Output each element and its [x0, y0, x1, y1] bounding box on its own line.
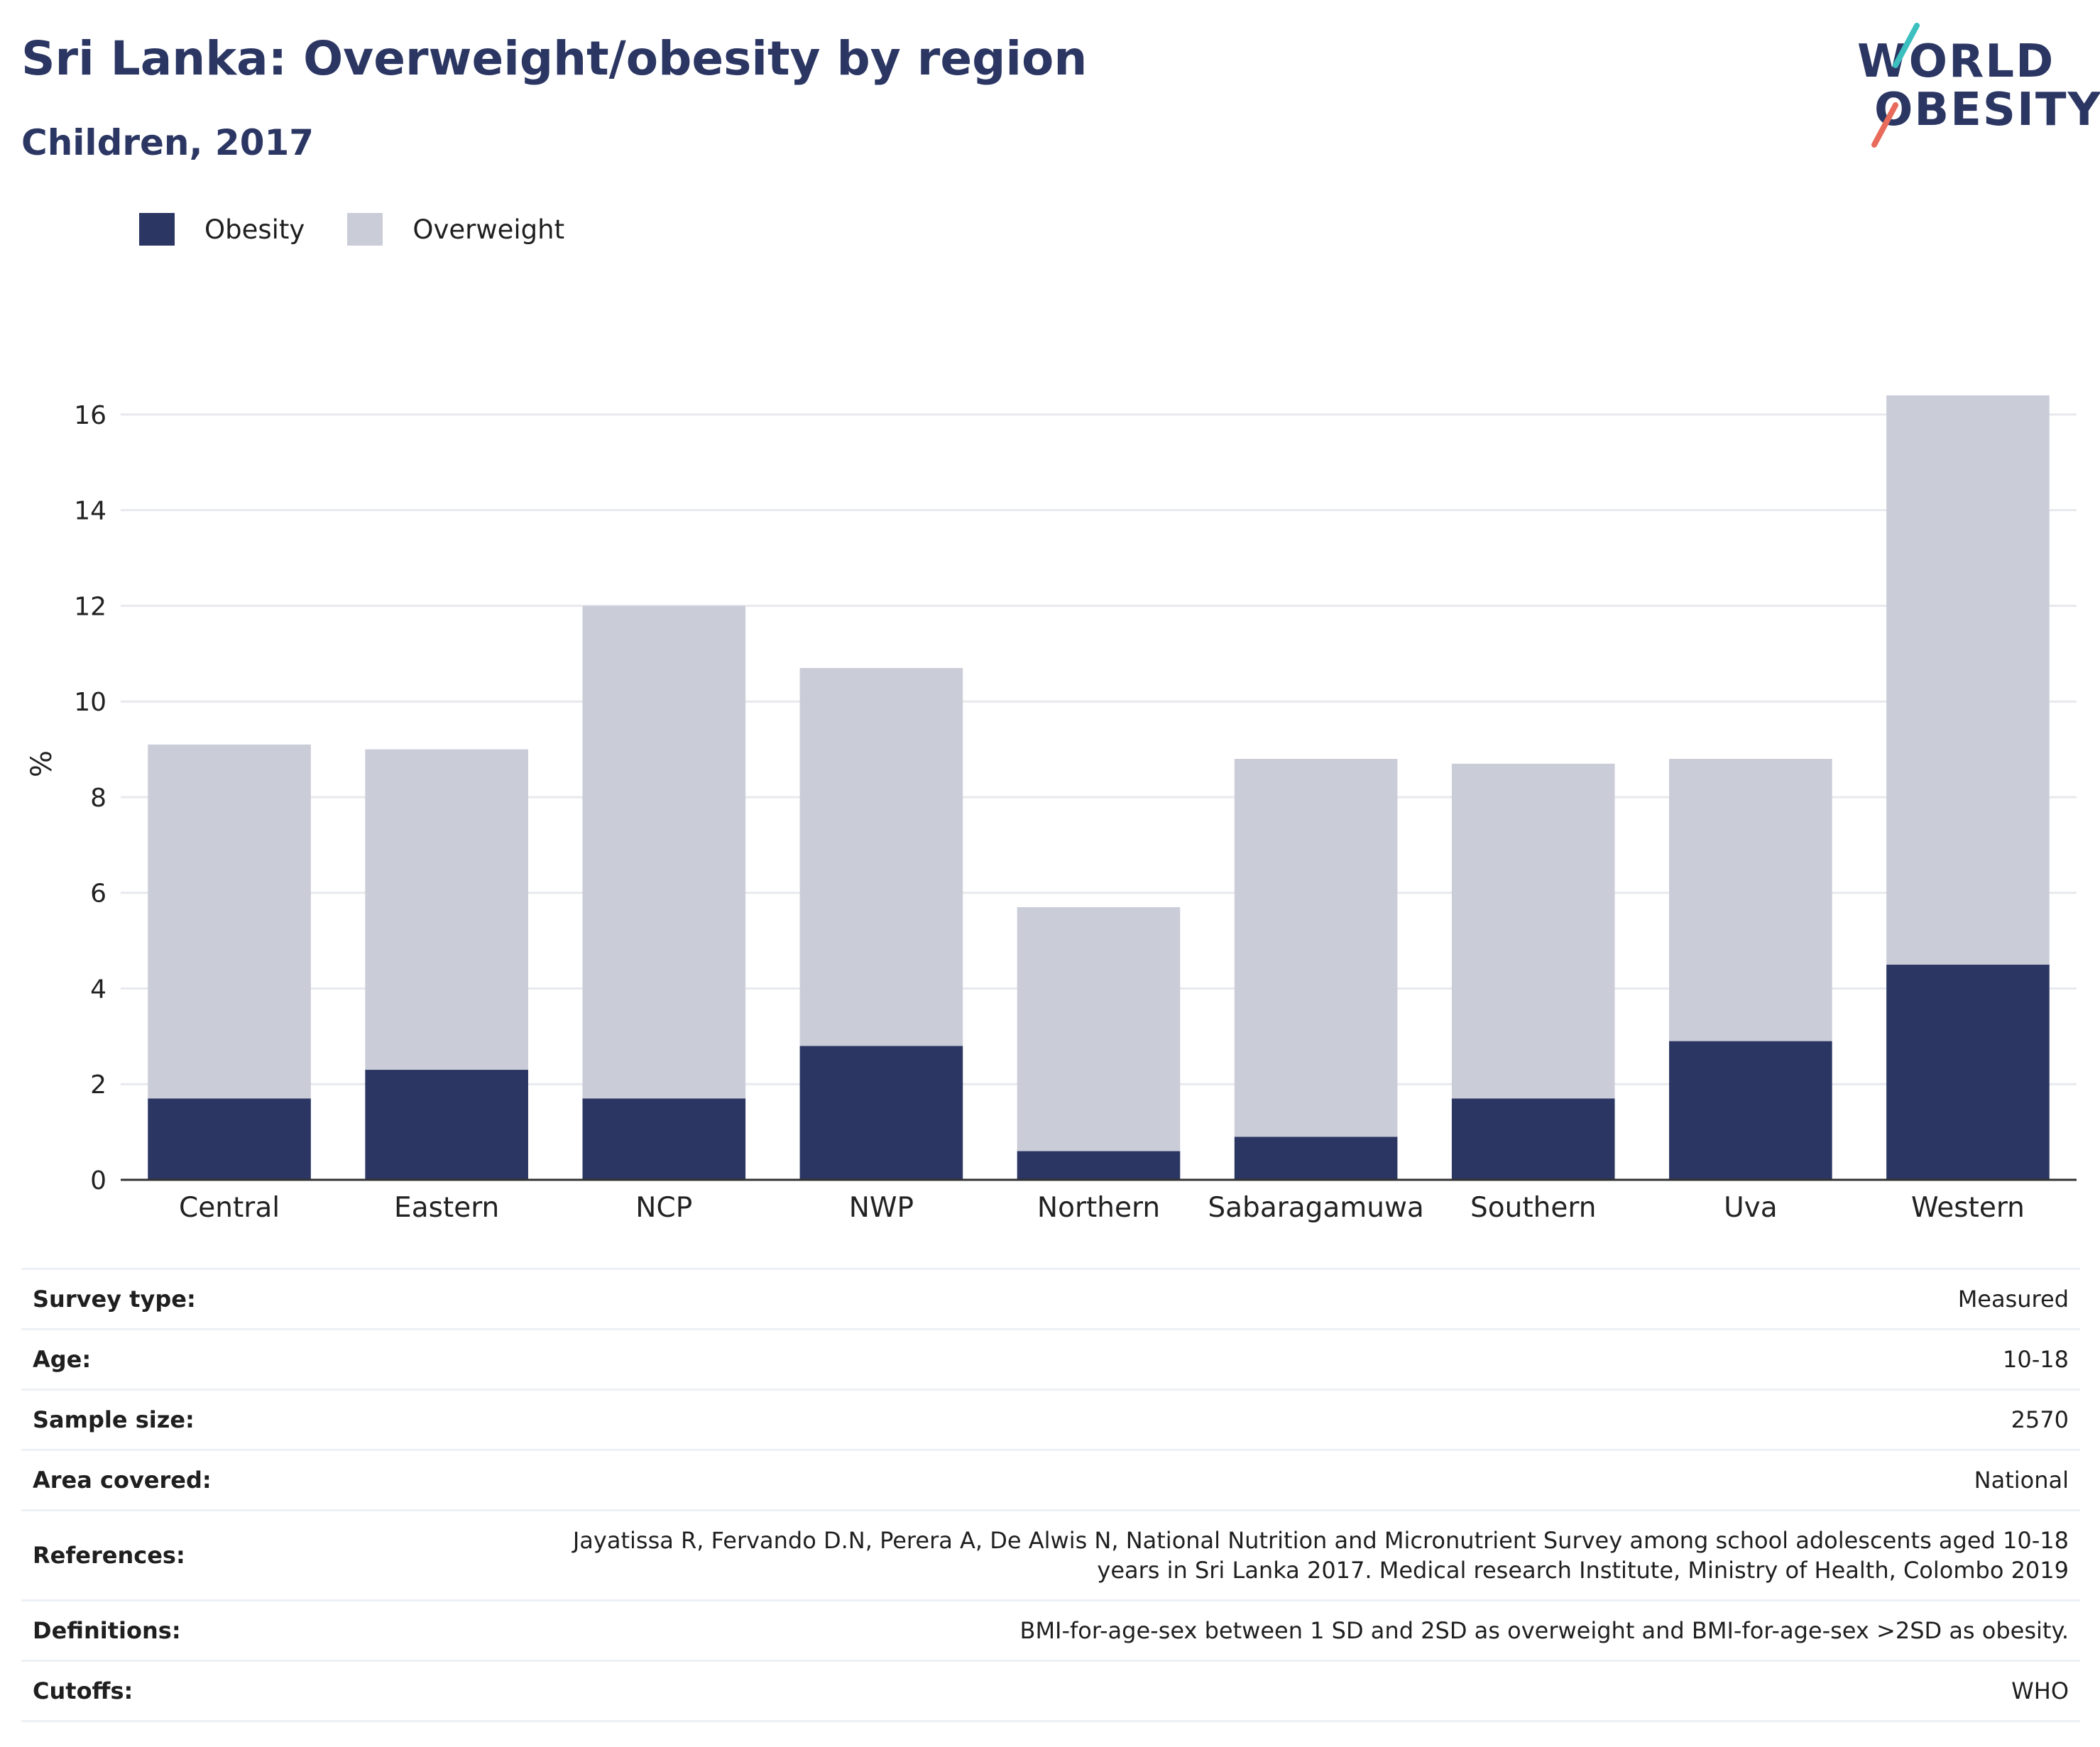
y-tick-label: 2: [90, 1070, 106, 1100]
legend-swatch-overweight: [347, 213, 383, 246]
metadata-value: 2570: [2011, 1406, 2069, 1433]
world-obesity-logo: WORLD OBESITY: [1846, 21, 2100, 149]
metadata-row: Survey type: Measured: [21, 1268, 2080, 1328]
legend-label-overweight: Overweight: [412, 214, 565, 245]
survey-metadata-table: Survey type: Measured Age: 10-18 Sample size…: [21, 1268, 2080, 1722]
y-tick-label: 8: [90, 784, 106, 813]
x-axis-labels: Central Eastern NCP NWP Northern Sabaragamuwa…: [179, 1192, 2025, 1224]
bar-obesity-uva[interactable]: [1669, 1041, 1832, 1180]
metadata-key: Survey type:: [33, 1286, 196, 1313]
metadata-key: Age:: [33, 1346, 92, 1373]
x-tick-label: Southern: [1470, 1192, 1596, 1224]
y-tick-label: 4: [90, 975, 106, 1004]
bars: [148, 395, 2050, 1180]
chart-subtitle: Children, 2017: [21, 122, 315, 163]
legend-label-obesity: Obesity: [204, 214, 305, 245]
bar-overweight-nwp[interactable]: [799, 668, 963, 1046]
metadata-key: Area covered:: [33, 1467, 212, 1494]
y-tick-label: 0: [90, 1166, 106, 1195]
bar-obesity-western[interactable]: [1886, 964, 2050, 1180]
bar-overweight-central[interactable]: [148, 744, 311, 1099]
bar-overweight-northern[interactable]: [1017, 907, 1181, 1151]
metadata-row: References: Jayatissa R, Fervando D.N, Pe…: [21, 1509, 2080, 1599]
bar-overweight-western[interactable]: [1886, 395, 2050, 965]
x-tick-label: Uva: [1724, 1192, 1778, 1224]
metadata-row: Cutoffs: WHO: [21, 1660, 2080, 1722]
chart-legend: Obesity Overweight: [139, 213, 607, 246]
metadata-row: Definitions: BMI-for-age-sex between 1 SD…: [21, 1599, 2080, 1660]
bar-obesity-central[interactable]: [148, 1098, 311, 1180]
metadata-value: BMI-for-age-sex between 1 SD and 2SD as …: [1019, 1617, 2069, 1644]
metadata-value: WHO: [2011, 1677, 2069, 1704]
logo-line-2: OBESITY: [1874, 84, 2100, 136]
y-tick-label: 12: [74, 592, 106, 621]
bar-overweight-ncp[interactable]: [582, 606, 746, 1099]
metadata-key: References:: [33, 1542, 185, 1569]
metadata-value: 10-18: [2003, 1346, 2069, 1373]
metadata-value: Measured: [1957, 1286, 2069, 1313]
y-tick-label: 14: [74, 497, 106, 526]
bar-overweight-southern[interactable]: [1451, 763, 1615, 1099]
metadata-row: Age: 10-18: [21, 1328, 2080, 1389]
metadata-row: Sample size: 2570: [21, 1389, 2080, 1449]
logo-slash-icon: [1871, 23, 1920, 148]
bar-obesity-nwp[interactable]: [799, 1046, 963, 1180]
stacked-bar-chart: 0 2 4 6 8 10 12 14 16 Central Eastern NCP NWP Northe…: [26, 395, 2077, 1224]
logo-line-1: WORLD: [1857, 35, 2055, 88]
metadata-value: National: [1974, 1467, 2069, 1494]
x-tick-label: Sabaragamuwa: [1208, 1192, 1423, 1224]
x-tick-label: Eastern: [394, 1192, 499, 1224]
bar-overweight-eastern[interactable]: [365, 749, 528, 1070]
y-tick-label: 16: [74, 401, 106, 430]
y-tick-label: 6: [90, 880, 106, 909]
legend-item-obesity[interactable]: Obesity: [139, 213, 305, 246]
metadata-key: Cutoffs:: [33, 1677, 133, 1704]
metadata-value: Jayatissa R, Fervando D.N, Perera A, De …: [572, 1527, 2069, 1584]
y-axis-label: %: [26, 750, 58, 777]
x-tick-label: NCP: [635, 1192, 692, 1224]
x-tick-label: Western: [1911, 1192, 2025, 1224]
bar-overweight-uva[interactable]: [1669, 759, 1832, 1041]
y-axis-ticks: 0 2 4 6 8 10 12 14 16: [74, 401, 106, 1195]
metadata-row: Area covered: National: [21, 1449, 2080, 1509]
x-tick-label: Central: [179, 1192, 280, 1224]
y-tick-label: 10: [74, 688, 106, 717]
bar-obesity-eastern[interactable]: [365, 1070, 528, 1180]
bar-obesity-northern[interactable]: [1017, 1151, 1181, 1180]
bar-overweight-sabaragamuwa[interactable]: [1234, 759, 1398, 1137]
metadata-key: Definitions:: [33, 1617, 181, 1644]
chart-title: Sri Lanka: Overweight/obesity by region: [21, 31, 1088, 86]
legend-item-overweight[interactable]: Overweight: [347, 213, 564, 246]
bar-obesity-southern[interactable]: [1451, 1098, 1615, 1180]
x-tick-label: Northern: [1037, 1192, 1160, 1224]
bar-obesity-ncp[interactable]: [582, 1098, 746, 1180]
metadata-key: Sample size:: [33, 1406, 195, 1433]
x-tick-label: NWP: [849, 1192, 914, 1224]
bar-obesity-sabaragamuwa[interactable]: [1234, 1137, 1398, 1180]
legend-swatch-obesity: [139, 213, 175, 246]
